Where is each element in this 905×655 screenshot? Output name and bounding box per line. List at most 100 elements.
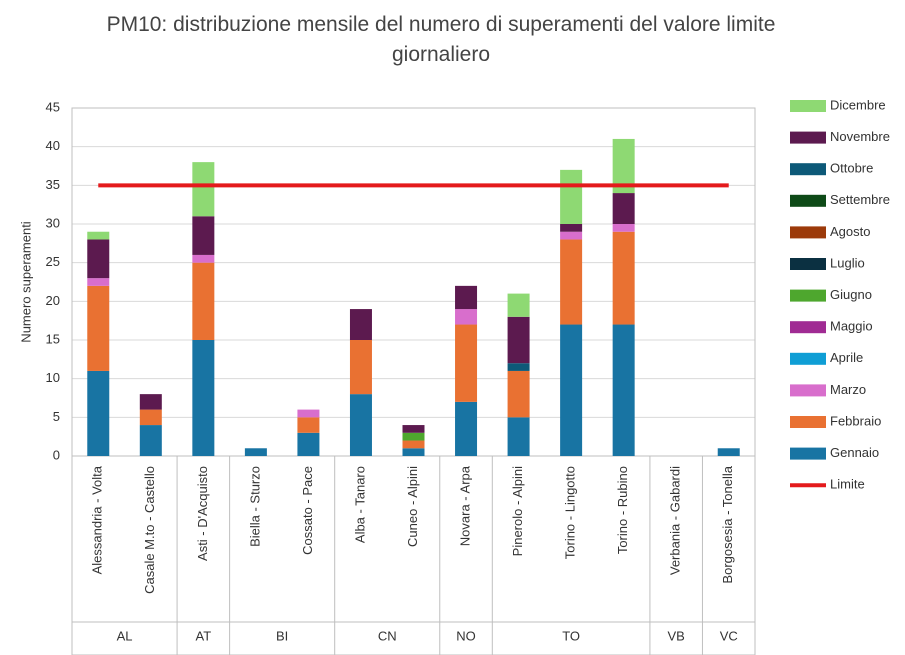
bar-segment	[349, 309, 372, 340]
bar-segment	[507, 363, 530, 371]
legend-label: Gennaio	[830, 445, 879, 460]
bar-segment	[297, 432, 320, 456]
legend-swatch	[790, 352, 826, 365]
legend-swatch	[790, 100, 826, 112]
x-tick-label: Asti - D'Acquisto	[195, 466, 210, 561]
bar-segment	[560, 231, 583, 240]
bar-segment	[612, 324, 635, 456]
bar-segment	[139, 425, 162, 456]
y-tick-label: 35	[46, 177, 60, 192]
x-tick-label: Biella - Sturzo	[247, 466, 262, 547]
bar-segment	[507, 417, 530, 456]
y-tick-label: 0	[53, 447, 60, 462]
legend-label: Marzo	[830, 382, 866, 397]
y-tick-label: 25	[46, 254, 60, 269]
bar-segment	[612, 231, 635, 325]
x-tick-label: Alessandria - Volta	[90, 465, 105, 574]
plot-border	[71, 107, 756, 655]
bar-segment	[139, 394, 162, 410]
y-tick-label: 45	[46, 99, 60, 114]
bar-segment	[297, 417, 320, 433]
group-label: AL	[117, 628, 133, 643]
x-tick-label: Casale M.to - Castello	[142, 466, 157, 594]
bar-segment	[612, 224, 635, 232]
bar-segment	[560, 239, 583, 325]
legend-label: Ottobre	[830, 161, 873, 176]
bar-segment	[507, 293, 530, 317]
x-tick-label: Borgosesia - Tonella	[720, 465, 735, 583]
x-tick-label: Novara - Arpa	[457, 465, 472, 546]
y-tick-label: 5	[53, 409, 60, 424]
legend-label: Dicembre	[830, 97, 886, 112]
bar-segment	[87, 239, 110, 279]
chart-title: PM10: distribuzione mensile del numero d…	[106, 13, 776, 66]
y-tick-label: 40	[46, 138, 60, 153]
x-tick-label: Alba - Tanaro	[352, 466, 367, 543]
x-tick-label: Torino - Lingotto	[563, 466, 578, 559]
bar-segment	[192, 216, 215, 255]
legend-label: Limite	[830, 477, 865, 492]
legend-swatch	[790, 447, 826, 460]
bar-segment	[507, 370, 530, 418]
legend-swatch	[790, 416, 826, 428]
bar-segment	[612, 138, 635, 194]
bar-segment	[560, 169, 583, 224]
legend-label: Luglio	[830, 255, 865, 270]
bar-segment	[87, 278, 110, 286]
bar-segment	[349, 340, 372, 395]
legend-swatch	[790, 321, 826, 334]
bar-segment	[192, 254, 215, 263]
bar-segment	[192, 340, 215, 456]
y-tick-label: 20	[46, 293, 60, 308]
bar-segment	[402, 425, 425, 433]
group-label: CN	[378, 628, 397, 643]
legend-label: Novembre	[830, 129, 890, 144]
legend-label: Maggio	[830, 319, 873, 334]
group-label: VC	[720, 628, 738, 643]
legend-swatch	[790, 226, 826, 239]
bar-segment	[455, 285, 478, 310]
x-tick-label: Verbania - Gabardi	[668, 466, 683, 575]
legend-swatch	[790, 131, 826, 144]
y-tick-label: 10	[46, 370, 60, 385]
legend-label: Giugno	[830, 287, 872, 302]
x-tick-label: Pinerolo - Alpini	[510, 466, 525, 556]
legend-label: Agosto	[830, 224, 870, 239]
x-tick-label: Cossato - Pace	[300, 466, 315, 555]
bar-segment	[244, 448, 267, 456]
bar-segment	[192, 162, 215, 217]
y-tick-label: 15	[46, 331, 60, 346]
bar-segment	[139, 409, 162, 426]
y-tick-label: 30	[46, 215, 60, 230]
legend-label: Febbraio	[830, 413, 881, 428]
group-label: VB	[668, 628, 685, 643]
x-tick-label: Cuneo - Alpini	[405, 466, 420, 547]
bar-segment	[297, 409, 320, 418]
bar-segment	[349, 394, 372, 456]
legend-swatch	[790, 163, 826, 176]
bar-segment	[560, 324, 583, 456]
bar-segment	[402, 448, 425, 456]
y-axis-label: Numero superamenti	[18, 221, 33, 342]
legend-label: Aprile	[830, 350, 863, 365]
bar-segment	[192, 262, 215, 340]
x-tick-label: Torino - Rubino	[615, 466, 630, 554]
bar-segment	[402, 432, 425, 441]
group-label: BI	[276, 628, 288, 643]
legend-label: Settembre	[830, 192, 890, 207]
group-label: AT	[196, 628, 212, 643]
bar-segment	[455, 324, 478, 402]
bar-segment	[87, 285, 110, 371]
bar-segment	[87, 231, 110, 240]
legend-swatch	[790, 289, 826, 302]
bar-segment	[612, 193, 635, 224]
bar-segment	[402, 440, 425, 449]
bar-segment	[507, 316, 530, 364]
bar-segment	[560, 224, 583, 232]
bar-segment	[455, 309, 478, 325]
legend-swatch	[790, 258, 826, 270]
bar-segment	[455, 401, 478, 456]
group-label: NO	[456, 628, 476, 643]
